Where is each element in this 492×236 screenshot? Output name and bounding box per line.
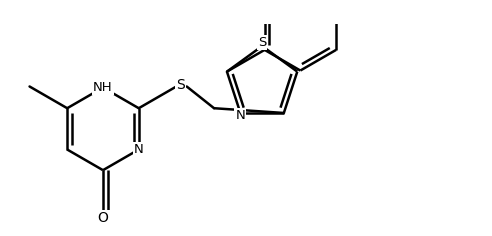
Text: N: N: [134, 143, 144, 156]
Text: N: N: [236, 109, 245, 122]
Text: NH: NH: [93, 81, 113, 94]
Text: S: S: [177, 78, 185, 92]
Text: S: S: [258, 36, 266, 49]
Text: O: O: [97, 211, 108, 225]
